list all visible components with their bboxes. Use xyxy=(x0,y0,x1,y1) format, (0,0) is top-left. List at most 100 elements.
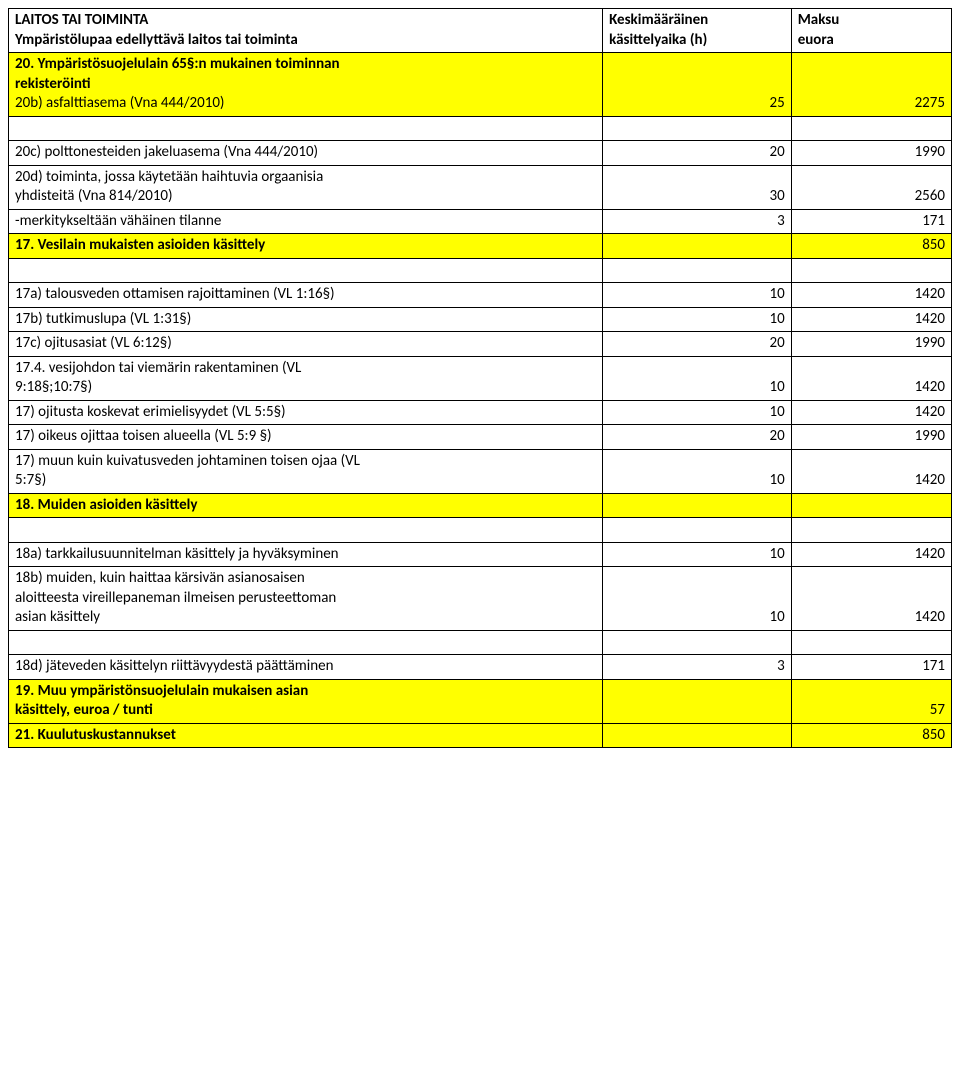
s20-title-line2: rekisteröinti xyxy=(15,75,91,93)
r18b-label-line3: asian käsittely xyxy=(15,608,100,626)
gap-cell-17 xyxy=(9,258,603,283)
r17b-h: 10 xyxy=(603,307,792,332)
row-17e: 17) ojitusta koskevat erimielisyydet (VL… xyxy=(9,400,952,425)
r174-label: 17.4. vesijohdon tai viemärin rakentamin… xyxy=(9,356,603,400)
r17a-fee: 1420 xyxy=(791,283,951,308)
gap-cell xyxy=(9,116,603,141)
row-18-title: 18. Muiden asioiden käsittely xyxy=(9,493,952,518)
header-row: LAITOS TAI TOIMINTA Ympäristölupaa edell… xyxy=(9,9,952,53)
header-col1: LAITOS TAI TOIMINTA Ympäristölupaa edell… xyxy=(9,9,603,53)
r17g-label: 17) muun kuin kuivatusveden johtaminen t… xyxy=(9,449,603,493)
s18-gap2-fee xyxy=(791,630,951,655)
r17e-fee: 1420 xyxy=(791,400,951,425)
row-18a: 18a) tarkkailusuunnitelman käsittely ja … xyxy=(9,542,952,567)
r18a-h: 10 xyxy=(603,542,792,567)
s19-fee: 57 xyxy=(791,679,951,723)
r17c-h: 20 xyxy=(603,332,792,357)
s19-title: 19. Muu ympäristönsuojelulain mukaisen a… xyxy=(9,679,603,723)
r18b-h: 10 xyxy=(603,567,792,631)
rminor-fee: 171 xyxy=(791,209,951,234)
row-17-title: 17. Vesilain mukaisten asioiden käsittel… xyxy=(9,234,952,259)
r18b-label-line2: aloitteesta vireillepaneman ilmeisen per… xyxy=(15,589,336,607)
s21-title: 21. Kuulutuskustannukset xyxy=(9,723,603,748)
row-20-gap xyxy=(9,116,952,141)
r18a-fee: 1420 xyxy=(791,542,951,567)
s18-gap2-h xyxy=(603,630,792,655)
s21-fee: 850 xyxy=(791,723,951,748)
row-18b: 18b) muiden, kuin haittaa kärsivän asian… xyxy=(9,567,952,631)
r20c-fee: 1990 xyxy=(791,141,951,166)
r174-fee: 1420 xyxy=(791,356,951,400)
r17e-label: 17) ojitusta koskevat erimielisyydet (VL… xyxy=(9,400,603,425)
r18a-label: 18a) tarkkailusuunnitelman käsittely ja … xyxy=(9,542,603,567)
r18b-fee: 1420 xyxy=(791,567,951,631)
row-17f: 17) oikeus ojittaa toisen alueella (VL 5… xyxy=(9,425,952,450)
r20d-h: 30 xyxy=(603,165,792,209)
r17c-label: 17c) ojitusasiat (VL 6:12§) xyxy=(9,332,603,357)
r20b-label: 20b) asfalttiasema (Vna 444/2010) xyxy=(15,94,224,112)
r17f-h: 20 xyxy=(603,425,792,450)
r20d-label-line2: yhdisteitä (Vna 814/2010) xyxy=(15,187,173,205)
r17g-fee: 1420 xyxy=(791,449,951,493)
s17-title: 17. Vesilain mukaisten asioiden käsittel… xyxy=(9,234,603,259)
s20-title-line1: 20. Ympäristösuojelulain 65§:n mukainen … xyxy=(15,55,340,73)
s18-title-fee xyxy=(791,493,951,518)
header-col1-line2: Ympäristölupaa edellyttävä laitos tai to… xyxy=(15,31,298,49)
rminor-label: -merkitykseltään vähäinen tilanne xyxy=(9,209,603,234)
s19-h xyxy=(603,679,792,723)
r17e-h: 10 xyxy=(603,400,792,425)
r17g-label-line1: 17) muun kuin kuivatusveden johtaminen t… xyxy=(15,452,360,470)
r174-label-line2: 9:18§;10:7§) xyxy=(15,378,92,396)
gap-h xyxy=(603,116,792,141)
r17f-label: 17) oikeus ojittaa toisen alueella (VL 5… xyxy=(9,425,603,450)
s19-title-line1: 19. Muu ympäristönsuojelulain mukaisen a… xyxy=(15,682,308,700)
rminor-h: 3 xyxy=(603,209,792,234)
row-18d: 18d) jäteveden käsittelyn riittävyydestä… xyxy=(9,655,952,680)
r174-h: 10 xyxy=(603,356,792,400)
row-19: 19. Muu ympäristönsuojelulain mukaisen a… xyxy=(9,679,952,723)
r17c-fee: 1990 xyxy=(791,332,951,357)
r20c-h: 20 xyxy=(603,141,792,166)
gap-cell-18b xyxy=(9,630,603,655)
s18-gap-h xyxy=(603,518,792,543)
cell-20-title-20b: 20. Ympäristösuojelulain 65§:n mukainen … xyxy=(9,53,603,117)
row-17-gap xyxy=(9,258,952,283)
r17a-h: 10 xyxy=(603,283,792,308)
r17a-label: 17a) talousveden ottamisen rajoittaminen… xyxy=(9,283,603,308)
r18d-fee: 171 xyxy=(791,655,951,680)
r20d-fee: 2560 xyxy=(791,165,951,209)
gap-cell-18 xyxy=(9,518,603,543)
header-col2: Keskimääräinen käsittelyaika (h) xyxy=(603,9,792,53)
header-col3-line2: euora xyxy=(798,31,834,49)
s17-title-h xyxy=(603,234,792,259)
r174-label-line1: 17.4. vesijohdon tai viemärin rakentamin… xyxy=(15,359,301,377)
s17-gap-h xyxy=(603,258,792,283)
s18-title-h xyxy=(603,493,792,518)
r20d-label-line1: 20d) toiminta, jossa käytetään haihtuvia… xyxy=(15,168,323,186)
r17f-fee: 1990 xyxy=(791,425,951,450)
header-col2-line1: Keskimääräinen xyxy=(609,11,708,29)
s18-gap-fee xyxy=(791,518,951,543)
s19-title-line2: käsittely, euroa / tunti xyxy=(15,701,153,719)
s21-h xyxy=(603,723,792,748)
r18b-label: 18b) muiden, kuin haittaa kärsivän asian… xyxy=(9,567,603,631)
r17g-h: 10 xyxy=(603,449,792,493)
row-174: 17.4. vesijohdon tai viemärin rakentamin… xyxy=(9,356,952,400)
s17-title-fee: 850 xyxy=(791,234,951,259)
r20b-h: 25 xyxy=(603,53,792,117)
r20c-label: 20c) polttonesteiden jakeluasema (Vna 44… xyxy=(9,141,603,166)
r18b-label-line1: 18b) muiden, kuin haittaa kärsivän asian… xyxy=(15,569,305,587)
header-col1-line1: LAITOS TAI TOIMINTA xyxy=(15,11,148,29)
row-17c: 17c) ojitusasiat (VL 6:12§) 20 1990 xyxy=(9,332,952,357)
header-col3: Maksu euora xyxy=(791,9,951,53)
row-18-gap xyxy=(9,518,952,543)
row-18-gap2 xyxy=(9,630,952,655)
r17g-label-line2: 5:7§) xyxy=(15,471,46,489)
r17b-fee: 1420 xyxy=(791,307,951,332)
row-17g: 17) muun kuin kuivatusveden johtaminen t… xyxy=(9,449,952,493)
header-col2-line2: käsittelyaika (h) xyxy=(609,31,707,49)
r17b-label: 17b) tutkimuslupa (VL 1:31§) xyxy=(9,307,603,332)
r20b-fee: 2275 xyxy=(791,53,951,117)
row-21: 21. Kuulutuskustannukset 850 xyxy=(9,723,952,748)
r20d-label: 20d) toiminta, jossa käytetään haihtuvia… xyxy=(9,165,603,209)
